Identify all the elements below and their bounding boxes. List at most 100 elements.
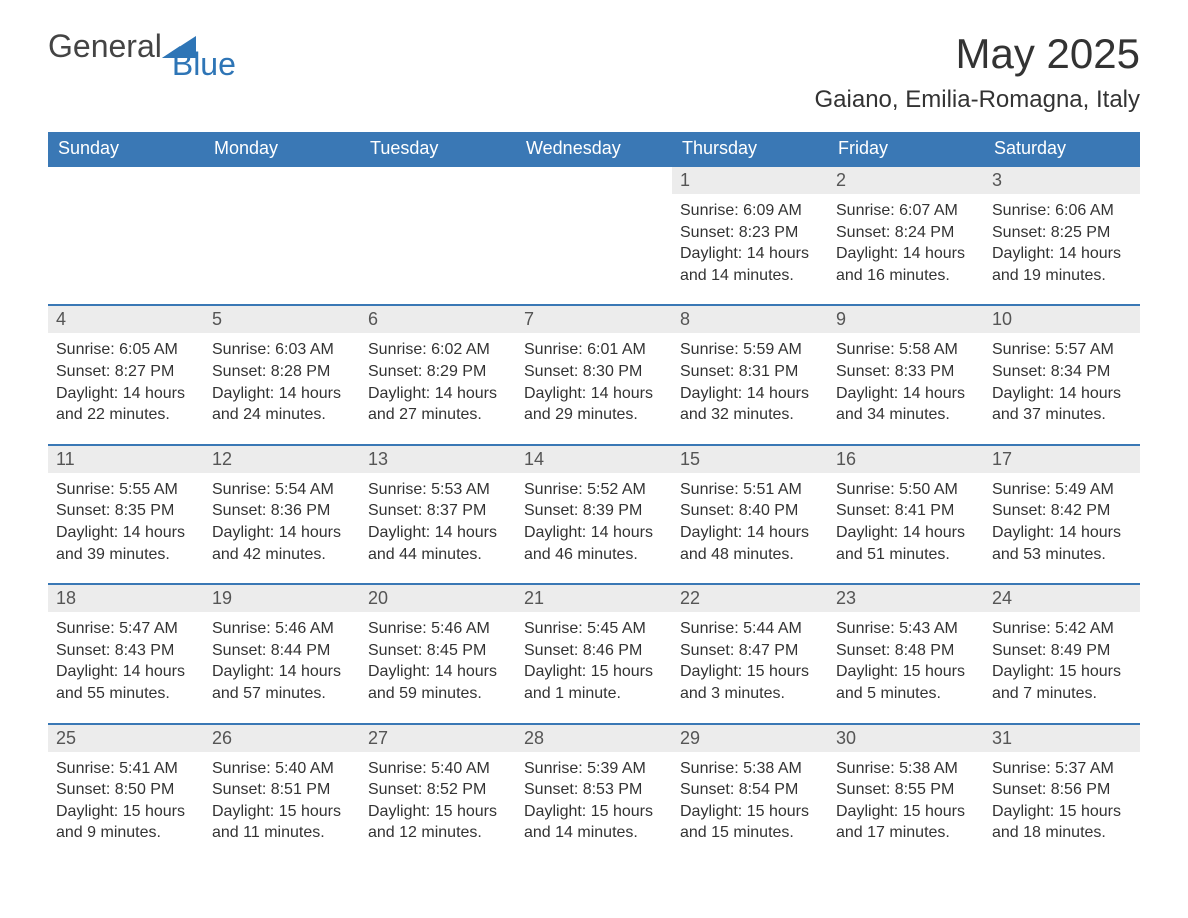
day-daylight1: Daylight: 14 hours [212, 383, 352, 405]
day-daylight2: and 15 minutes. [680, 822, 820, 844]
dow-cell: Monday [204, 132, 360, 165]
day-body: Sunrise: 5:55 AMSunset: 8:35 PMDaylight:… [48, 479, 204, 565]
day-cell: 3Sunrise: 6:06 AMSunset: 8:25 PMDaylight… [984, 167, 1140, 304]
day-daylight2: and 11 minutes. [212, 822, 352, 844]
day-sunset: Sunset: 8:56 PM [992, 779, 1132, 801]
day-sunrise: Sunrise: 5:54 AM [212, 479, 352, 501]
day-daylight2: and 34 minutes. [836, 404, 976, 426]
day-body: Sunrise: 5:44 AMSunset: 8:47 PMDaylight:… [672, 618, 828, 704]
day-body: Sunrise: 5:54 AMSunset: 8:36 PMDaylight:… [204, 479, 360, 565]
day-daylight1: Daylight: 14 hours [992, 243, 1132, 265]
day-sunrise: Sunrise: 5:59 AM [680, 339, 820, 361]
day-number: 18 [48, 585, 204, 612]
day-daylight1: Daylight: 15 hours [680, 801, 820, 823]
day-sunset: Sunset: 8:54 PM [680, 779, 820, 801]
logo-word1: General [48, 30, 162, 62]
calendar: SundayMondayTuesdayWednesdayThursdayFrid… [48, 132, 1140, 862]
day-cell: 12 Sunrise: 5:54 AMSunset: 8:36 PMDayligh… [204, 446, 360, 583]
day-daylight2: and 42 minutes. [212, 544, 352, 566]
day-sunrise: Sunrise: 5:43 AM [836, 618, 976, 640]
day-number: 4 [48, 306, 204, 333]
day-daylight1: Daylight: 14 hours [212, 522, 352, 544]
day-sunset: Sunset: 8:40 PM [680, 500, 820, 522]
day-sunset: Sunset: 8:41 PM [836, 500, 976, 522]
day-cell: 27Sunrise: 5:40 AMSunset: 8:52 PMDayligh… [360, 725, 516, 862]
day-daylight1: Daylight: 15 hours [836, 661, 976, 683]
day-number: 1 [672, 167, 828, 194]
day-number: 24 [984, 585, 1140, 612]
day-daylight1: Daylight: 15 hours [524, 801, 664, 823]
day-daylight1: Daylight: 14 hours [680, 243, 820, 265]
page-title: May 2025 [815, 30, 1140, 78]
day-number: 30 [828, 725, 984, 752]
day-daylight1: Daylight: 14 hours [836, 243, 976, 265]
day-sunset: Sunset: 8:51 PM [212, 779, 352, 801]
day-daylight1: Daylight: 14 hours [56, 661, 196, 683]
day-sunrise: Sunrise: 6:07 AM [836, 200, 976, 222]
day-sunrise: Sunrise: 5:47 AM [56, 618, 196, 640]
day-of-week-header: SundayMondayTuesdayWednesdayThursdayFrid… [48, 132, 1140, 165]
day-sunset: Sunset: 8:42 PM [992, 500, 1132, 522]
day-cell [204, 167, 360, 304]
week-row: 1Sunrise: 6:09 AMSunset: 8:23 PMDaylight… [48, 165, 1140, 304]
day-body: Sunrise: 5:38 AMSunset: 8:54 PMDaylight:… [672, 758, 828, 844]
day-sunset: Sunset: 8:23 PM [680, 222, 820, 244]
day-cell: 13Sunrise: 5:53 AMSunset: 8:37 PMDayligh… [360, 446, 516, 583]
day-sunset: Sunset: 8:53 PM [524, 779, 664, 801]
day-sunrise: Sunrise: 5:41 AM [56, 758, 196, 780]
day-cell: 18 Sunrise: 5:47 AMSunset: 8:43 PMDayligh… [48, 585, 204, 722]
dow-cell: Thursday [672, 132, 828, 165]
day-cell: 7Sunrise: 6:01 AMSunset: 8:30 PMDaylight… [516, 306, 672, 443]
day-daylight1: Daylight: 14 hours [992, 522, 1132, 544]
day-cell: 19Sunrise: 5:46 AMSunset: 8:44 PMDayligh… [204, 585, 360, 722]
day-daylight2: and 17 minutes. [836, 822, 976, 844]
day-daylight1: Daylight: 14 hours [212, 661, 352, 683]
day-daylight2: and 55 minutes. [56, 683, 196, 705]
week-row: 25Sunrise: 5:41 AMSunset: 8:50 PMDayligh… [48, 723, 1140, 862]
day-daylight2: and 14 minutes. [680, 265, 820, 287]
day-number: 13 [360, 446, 516, 473]
day-sunset: Sunset: 8:52 PM [368, 779, 508, 801]
day-number: 12 [204, 446, 360, 473]
day-cell: 20Sunrise: 5:46 AMSunset: 8:45 PMDayligh… [360, 585, 516, 722]
day-sunset: Sunset: 8:43 PM [56, 640, 196, 662]
day-cell: 8Sunrise: 5:59 AMSunset: 8:31 PMDaylight… [672, 306, 828, 443]
day-sunrise: Sunrise: 6:03 AM [212, 339, 352, 361]
day-cell: 30 Sunrise: 5:38 AMSunset: 8:55 PMDayligh… [828, 725, 984, 862]
day-body: Sunrise: 5:38 AMSunset: 8:55 PMDaylight:… [828, 758, 984, 844]
day-sunset: Sunset: 8:50 PM [56, 779, 196, 801]
day-daylight2: and 24 minutes. [212, 404, 352, 426]
day-daylight1: Daylight: 14 hours [56, 522, 196, 544]
day-daylight2: and 9 minutes. [56, 822, 196, 844]
day-daylight2: and 14 minutes. [524, 822, 664, 844]
day-sunrise: Sunrise: 5:49 AM [992, 479, 1132, 501]
day-sunrise: Sunrise: 5:52 AM [524, 479, 664, 501]
dow-cell: Friday [828, 132, 984, 165]
title-block: May 2025 Gaiano, Emilia-Romagna, Italy [815, 30, 1140, 114]
day-number: 14 [516, 446, 672, 473]
day-daylight1: Daylight: 14 hours [836, 522, 976, 544]
day-cell: 16Sunrise: 5:50 AMSunset: 8:41 PMDayligh… [828, 446, 984, 583]
day-sunset: Sunset: 8:30 PM [524, 361, 664, 383]
day-sunset: Sunset: 8:48 PM [836, 640, 976, 662]
day-body: Sunrise: 5:45 AMSunset: 8:46 PMDaylight:… [516, 618, 672, 704]
day-daylight2: and 46 minutes. [524, 544, 664, 566]
dow-cell: Saturday [984, 132, 1140, 165]
day-body: Sunrise: 5:37 AMSunset: 8:56 PMDaylight:… [984, 758, 1140, 844]
day-number: 2 [828, 167, 984, 194]
day-body: Sunrise: 5:47 AMSunset: 8:43 PMDaylight:… [48, 618, 204, 704]
day-sunset: Sunset: 8:46 PM [524, 640, 664, 662]
day-daylight1: Daylight: 14 hours [368, 522, 508, 544]
day-number: 5 [204, 306, 360, 333]
day-sunset: Sunset: 8:44 PM [212, 640, 352, 662]
day-daylight1: Daylight: 14 hours [524, 383, 664, 405]
day-body: Sunrise: 6:06 AMSunset: 8:25 PMDaylight:… [984, 200, 1140, 286]
day-daylight2: and 37 minutes. [992, 404, 1132, 426]
day-daylight2: and 29 minutes. [524, 404, 664, 426]
day-sunrise: Sunrise: 5:42 AM [992, 618, 1132, 640]
day-body: Sunrise: 6:07 AMSunset: 8:24 PMDaylight:… [828, 200, 984, 286]
day-sunrise: Sunrise: 5:53 AM [368, 479, 508, 501]
day-sunset: Sunset: 8:39 PM [524, 500, 664, 522]
day-sunrise: Sunrise: 5:38 AM [836, 758, 976, 780]
day-sunrise: Sunrise: 6:01 AM [524, 339, 664, 361]
